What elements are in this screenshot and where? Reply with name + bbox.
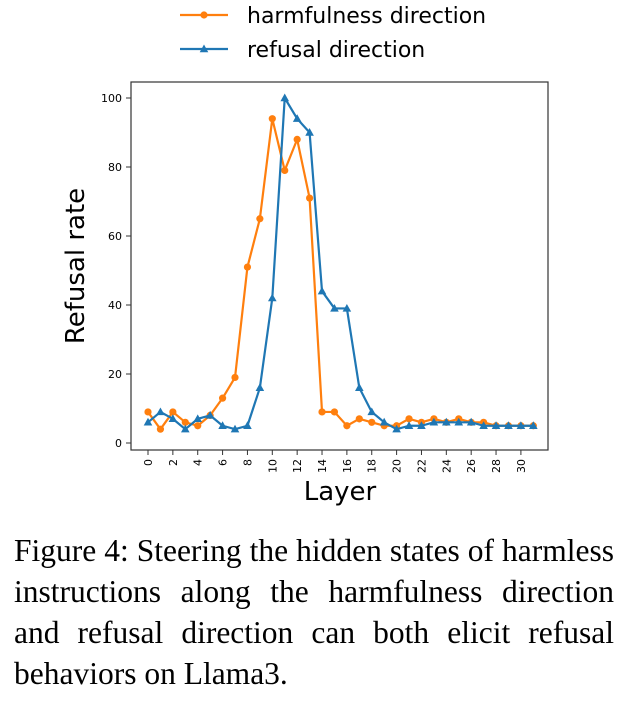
refusal-series xyxy=(143,93,538,433)
refusal-point xyxy=(193,414,203,423)
refusal-point xyxy=(280,93,290,102)
refusal-point xyxy=(168,414,178,423)
harmfulness-point xyxy=(305,194,314,202)
y-axis-label: Refusal rate xyxy=(61,188,91,344)
harmfulness-point xyxy=(330,408,339,416)
harmfulness-point xyxy=(256,215,264,223)
refusal-point xyxy=(392,424,401,433)
harmfulness-legend-marker xyxy=(200,11,208,19)
x-tick-label: 20 xyxy=(391,459,404,473)
y-tick-label: 40 xyxy=(108,299,122,312)
refusal-point xyxy=(243,421,252,429)
x-tick-label: 4 xyxy=(192,459,205,466)
harmfulness-point xyxy=(169,408,177,416)
harmfulness-point xyxy=(318,408,326,416)
harmfulness-legend-label: harmfulness direction xyxy=(247,4,486,29)
refusal-point xyxy=(330,303,339,312)
refusal-legend-marker xyxy=(199,44,209,53)
refusal-point xyxy=(305,128,314,136)
harmfulness-point xyxy=(405,415,413,423)
refusal-point xyxy=(317,286,327,295)
x-tick-label: 24 xyxy=(440,459,453,473)
refusal-point xyxy=(491,421,501,429)
harmfulness-point xyxy=(343,422,351,430)
refusal-legend-label: refusal direction xyxy=(247,38,425,63)
x-tick-label: 2 xyxy=(167,459,180,466)
harmfulness-point xyxy=(355,415,363,423)
refusal-point xyxy=(342,303,352,312)
refusal-point xyxy=(230,424,240,433)
x-tick-label: 0 xyxy=(142,459,155,466)
refusal-line xyxy=(147,96,534,431)
harmfulness-point xyxy=(144,408,152,416)
harmfulness-point xyxy=(156,425,165,433)
refusal-point xyxy=(143,417,153,426)
x-tick-label: 8 xyxy=(241,459,254,466)
y-tick-label: 0 xyxy=(115,437,122,450)
refusal-point xyxy=(479,421,488,429)
harmfulness-series xyxy=(144,115,537,433)
harmfulness-point xyxy=(243,263,252,271)
refusal-point xyxy=(355,383,364,391)
y-tick-label: 20 xyxy=(108,368,122,381)
refusal-point xyxy=(292,114,302,122)
harmfulness-point xyxy=(368,418,376,426)
figure-caption: Figure 4: Steering the hidden states of … xyxy=(14,533,614,691)
x-axis-label: Layer xyxy=(304,477,377,507)
harmfulness-point xyxy=(268,115,276,123)
refusal-point xyxy=(367,407,377,416)
x-tick-label: 16 xyxy=(341,459,354,473)
harmfulness-point xyxy=(218,394,227,402)
refusal-rate-chart: harmfulness direction refusal direction 0… xyxy=(61,4,549,507)
plot-area xyxy=(130,81,549,451)
refusal-point xyxy=(205,410,215,419)
x-tick-label: 30 xyxy=(515,459,528,473)
refusal-point xyxy=(255,383,265,391)
refusal-point xyxy=(156,407,165,416)
refusal-point xyxy=(429,417,439,426)
x-tick-label: 26 xyxy=(465,459,478,473)
x-tick-label: 6 xyxy=(217,459,230,466)
refusal-point xyxy=(218,421,227,429)
harmfulness-point xyxy=(231,373,239,382)
y-tick-label: 80 xyxy=(108,161,122,174)
legend: harmfulness direction refusal direction xyxy=(180,4,486,63)
refusal-point xyxy=(516,421,526,429)
x-tick-label: 10 xyxy=(266,459,279,473)
x-tick-label: 22 xyxy=(415,459,428,473)
x-tick-label: 18 xyxy=(366,459,379,473)
x-tick-label: 28 xyxy=(490,459,503,473)
refusal-point xyxy=(417,421,426,429)
refusal-point xyxy=(466,417,476,426)
y-tick-label: 100 xyxy=(101,92,122,105)
harmfulness-point xyxy=(281,166,289,175)
refusal-point xyxy=(180,424,190,433)
harmfulness-line xyxy=(147,117,534,431)
harmfulness-point xyxy=(194,422,202,430)
harmfulness-point xyxy=(293,135,301,143)
refusal-point xyxy=(268,293,277,302)
y-tick-label: 60 xyxy=(108,230,122,243)
refusal-point xyxy=(529,421,538,429)
refusal-point xyxy=(404,421,414,429)
refusal-point xyxy=(454,417,464,426)
x-tick-label: 14 xyxy=(316,459,329,473)
harmfulness-point xyxy=(181,418,189,426)
x-tick-label: 12 xyxy=(291,459,304,473)
refusal-point xyxy=(504,421,513,429)
refusal-point xyxy=(442,417,451,426)
refusal-point xyxy=(379,417,389,426)
